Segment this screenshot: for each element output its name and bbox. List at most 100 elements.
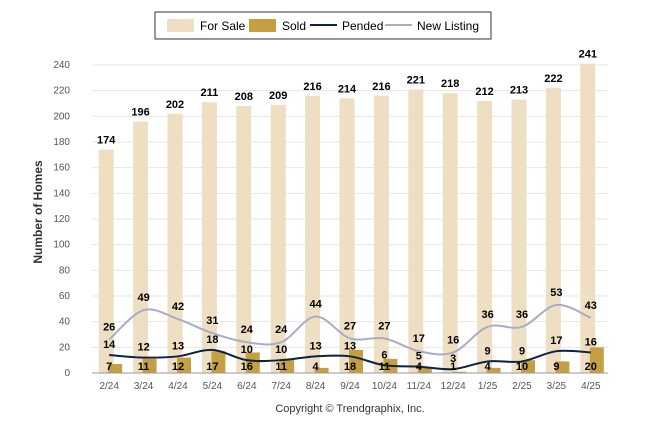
for-sale-data-label: 213 (510, 85, 528, 97)
sold-data-label: 7 (106, 361, 112, 373)
legend-swatch-for-sale (167, 19, 194, 32)
for-sale-bar (477, 100, 493, 373)
for-sale-data-label: 211 (201, 87, 219, 99)
y-tick-label: 240 (53, 60, 70, 71)
new-listing-data-label: 24 (241, 324, 254, 336)
y-tick-label: 180 (53, 137, 70, 148)
for-sale-bar (545, 88, 561, 373)
for-sale-bar (408, 89, 424, 373)
y-tick-label: 220 (53, 86, 70, 97)
pended-data-label: 14 (103, 339, 116, 351)
y-axis-ticks: 0 20 40 60 80 100 120 140 160 180 200 220 240 (53, 60, 70, 379)
sold-bar (245, 352, 260, 373)
x-tick-label: 2/25 (512, 381, 532, 392)
x-tick-label: 6/24 (237, 381, 257, 392)
pended-data-label: 12 (137, 342, 149, 354)
y-axis-label: Number of Homes (31, 160, 45, 264)
legend-label-pended: Pended (342, 19, 383, 33)
y-tick-label: 40 (59, 317, 71, 328)
legend-label-for-sale: For Sale (200, 19, 246, 33)
for-sale-data-label: 216 (372, 81, 390, 93)
pended-data-label: 13 (344, 340, 356, 352)
x-tick-label: 3/25 (547, 381, 567, 392)
y-tick-label: 140 (53, 188, 70, 199)
x-tick-label: 7/24 (271, 381, 291, 392)
pended-data-label: 10 (241, 344, 253, 356)
pended-data-label: 18 (206, 334, 218, 346)
sold-bar (142, 358, 157, 373)
pended-data-label: 9 (519, 345, 525, 357)
for-sale-bars (98, 63, 596, 374)
sold-bar (555, 361, 570, 373)
for-sale-bar (167, 113, 183, 374)
for-sale-bar (270, 104, 286, 374)
pended-data-label: 17 (550, 335, 562, 347)
x-tick-label: 4/24 (168, 381, 188, 392)
for-sale-bar (373, 95, 389, 374)
series-lines (108, 303, 592, 371)
sold-data-label: 4 (485, 361, 492, 373)
pended-data-label: 10 (275, 344, 287, 356)
y-tick-label: 60 (59, 291, 71, 302)
for-sale-bar (98, 149, 114, 373)
legend-swatch-sold (249, 19, 276, 32)
for-sale-data-label: 174 (97, 135, 116, 147)
y-tick-label: 20 (59, 342, 71, 353)
for-sale-bar (236, 106, 252, 374)
y-tick-label: 200 (53, 111, 70, 122)
for-sale-bar (511, 99, 527, 374)
sold-data-label: 11 (138, 361, 150, 373)
for-sale-bar (305, 95, 321, 374)
sold-bar (349, 349, 363, 373)
for-sale-data-label: 216 (303, 81, 321, 93)
y-tick-label: 160 (53, 163, 70, 174)
sold-bars (108, 347, 604, 373)
y-tick-label: 0 (64, 368, 70, 379)
x-tick-label: 2/24 (99, 381, 119, 392)
sold-bar (211, 351, 226, 373)
sold-bar (452, 371, 467, 373)
for-sale-data-label: 218 (441, 78, 459, 90)
for-sale-bar (201, 102, 217, 373)
x-tick-label: 8/24 (306, 381, 326, 392)
new-listing-data-label: 26 (103, 322, 115, 334)
sold-bar (589, 347, 604, 373)
for-sale-bar (133, 121, 149, 373)
x-tick-label: 3/24 (134, 381, 154, 392)
new-listing-data-label: 27 (378, 320, 390, 332)
new-listing-data-label: 36 (481, 309, 493, 321)
sold-data-label: 12 (172, 361, 184, 373)
pended-data-label: 5 (416, 351, 422, 363)
x-tick-label: 4/25 (581, 381, 601, 392)
sold-data-label: 4 (416, 361, 423, 373)
y-tick-label: 80 (59, 265, 71, 276)
sold-data-label: 4 (313, 361, 320, 373)
pended-data-label: 6 (381, 349, 387, 361)
new-listing-data-label: 24 (275, 324, 288, 336)
sold-bar (417, 367, 432, 373)
for-sale-data-label: 212 (475, 86, 493, 98)
sold-data-label: 1 (450, 361, 456, 373)
pended-data-label: 13 (309, 340, 321, 352)
pended-data-label: 9 (485, 345, 491, 357)
new-listing-data-label: 36 (516, 309, 528, 321)
sold-data-label: 11 (275, 361, 287, 373)
for-sale-data-label: 202 (166, 99, 184, 111)
x-axis-ticks: 2/24 3/24 4/24 5/24 6/24 7/24 8/24 9/24 10/24 11/… (99, 381, 601, 392)
pended-data-label: 3 (450, 353, 456, 365)
sold-data-label: 10 (516, 361, 528, 373)
y-tick-label: 120 (53, 214, 70, 225)
new-listing-data-label: 27 (344, 320, 356, 332)
new-listing-data-label: 49 (137, 292, 149, 304)
sold-bar (280, 358, 295, 373)
sold-data-label: 17 (206, 361, 218, 373)
for-sale-data-label: 209 (269, 90, 287, 102)
sold-data-label: 20 (585, 361, 597, 373)
sold-bar (314, 367, 329, 373)
sold-data-label: 16 (241, 361, 253, 373)
sold-data-label: 9 (553, 361, 559, 373)
for-sale-bar (442, 93, 458, 373)
new-listing-data-label: 31 (206, 315, 218, 327)
